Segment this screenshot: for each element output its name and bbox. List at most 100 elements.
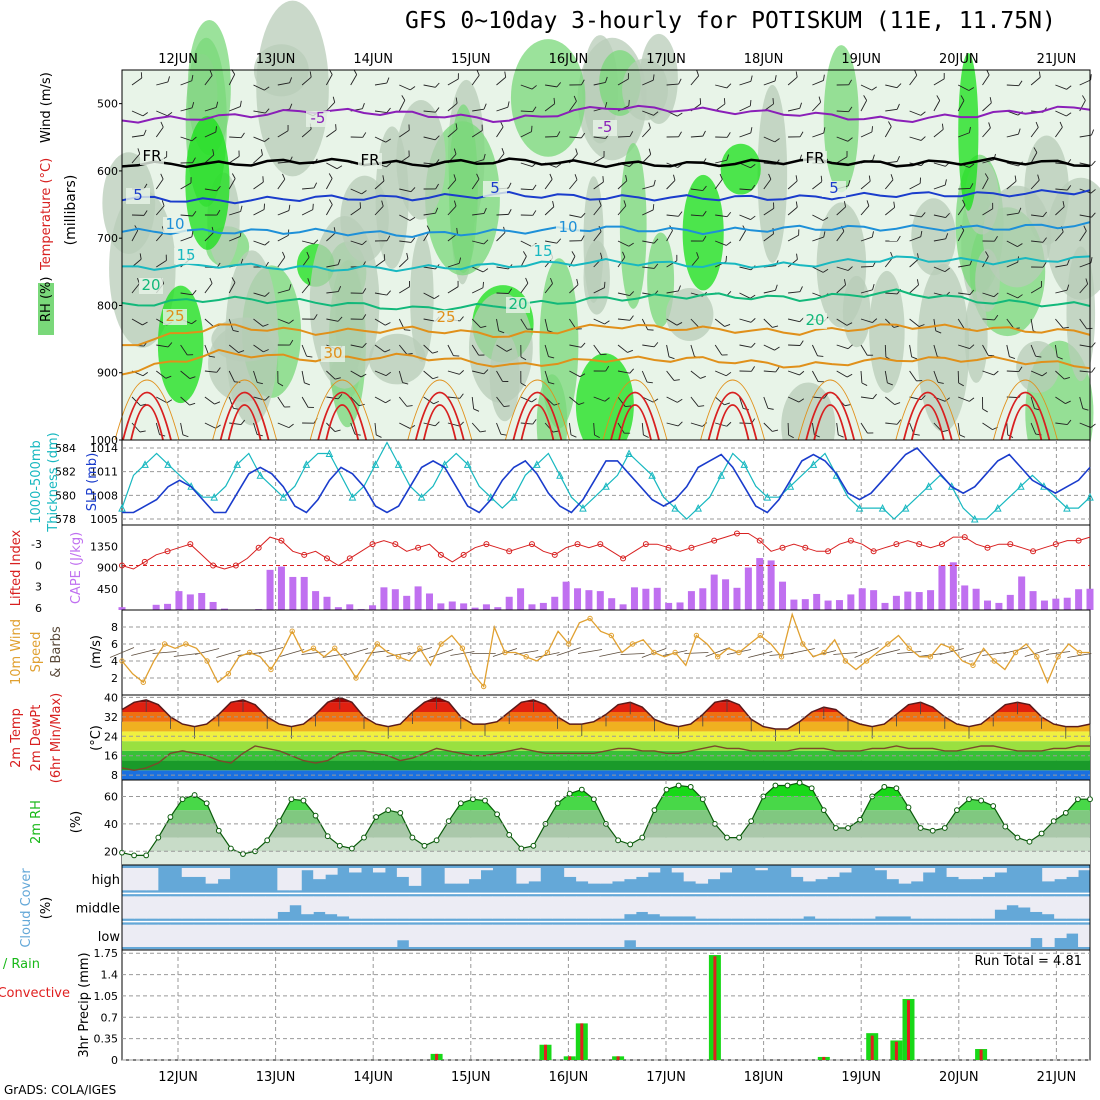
wind-barb — [957, 84, 975, 91]
wind-barb-flag — [402, 382, 409, 385]
wind-barb — [277, 318, 294, 324]
wind-barb-10m — [301, 651, 326, 655]
wind-barb — [739, 318, 756, 323]
wind-barb-shaft — [253, 136, 265, 142]
wind-barb-shaft — [544, 370, 550, 383]
li-point — [255, 544, 262, 551]
wind-barb-shaft — [787, 370, 800, 376]
wind-barb-shaft — [155, 205, 165, 216]
rh-shade — [510, 39, 586, 157]
wind-barb-flag — [772, 325, 779, 328]
wind-barb-shaft — [326, 232, 336, 242]
li-point — [597, 541, 604, 548]
cloud-clear-low — [1042, 924, 1055, 947]
wind-barb — [253, 84, 270, 91]
wind-barb — [520, 277, 529, 294]
x-date-label-top: 14JUN — [353, 52, 393, 67]
wind-barb-flag — [823, 231, 826, 238]
wind-barb — [617, 368, 634, 374]
wind-barb-shaft — [398, 370, 403, 383]
cloud-clear-high — [444, 868, 458, 884]
wind-barb — [909, 177, 921, 190]
thickness-point — [1017, 482, 1025, 490]
cloud-clear-low — [1066, 924, 1079, 934]
cloud-clear-middle — [791, 896, 804, 919]
cloud-clear-low — [659, 924, 673, 947]
wind-barb-flag — [556, 163, 562, 168]
wind-barb-flag — [386, 77, 390, 84]
wind-barb-shaft — [812, 80, 824, 86]
warm-contour — [114, 379, 180, 441]
thickness-point — [1063, 503, 1071, 512]
wind-barb — [933, 179, 947, 190]
x-date-label-top: 18JUN — [744, 52, 784, 67]
cloud-clear-low — [384, 924, 398, 947]
wind-barb — [471, 344, 485, 356]
wind-barb-flag — [750, 75, 753, 82]
cloud-clear-middle — [743, 896, 756, 919]
warm-contour — [512, 391, 563, 441]
wind-barb-shaft — [617, 318, 630, 321]
x-date-label-bottom: 18JUN — [744, 1070, 784, 1085]
wind-barb-flag — [262, 323, 269, 327]
rh-point — [179, 796, 186, 803]
cloud-clear-low — [779, 924, 792, 947]
wind-barb-shaft — [666, 344, 670, 357]
rh-shade — [583, 176, 604, 304]
wind-barb-flag — [288, 204, 291, 211]
wind-barb-flag — [988, 122, 991, 129]
wind-barb-flag — [257, 381, 263, 385]
y-tick-label: 900 — [97, 367, 118, 380]
wind-point — [1076, 649, 1083, 656]
wind-barb-shaft — [1006, 240, 1018, 247]
cloud-clear-high — [456, 868, 470, 884]
wind-barb — [787, 71, 798, 86]
wind-barb — [642, 110, 659, 116]
rh-point — [470, 796, 476, 803]
wind-barb — [666, 211, 683, 217]
cape-bar — [915, 592, 923, 610]
wind-barb-flag — [507, 101, 510, 108]
wind-barb-flag — [750, 342, 756, 348]
wind-barb — [1006, 240, 1023, 247]
wind-barb — [472, 369, 489, 375]
wind-barb-flag — [289, 339, 294, 346]
cloud-clear-low — [133, 924, 147, 947]
wind-barb-flag — [1082, 408, 1089, 411]
cape-bar — [642, 588, 650, 610]
wind-barb — [666, 131, 682, 138]
wind-barb-flag — [143, 210, 148, 216]
precip-conv-bar — [907, 1000, 910, 1060]
wind-barb-shaft — [374, 292, 387, 296]
rh-point — [1075, 796, 1081, 803]
thickness-point — [463, 460, 472, 468]
wind-barb — [933, 95, 941, 112]
wind-point — [842, 658, 849, 664]
wind-point — [672, 649, 678, 656]
wind-barb-shaft — [641, 370, 648, 383]
wind-barb-shaft — [836, 156, 848, 164]
wind-barb-flag — [1017, 243, 1023, 247]
warm-contour — [414, 391, 465, 441]
rh-point — [167, 814, 174, 820]
wind-barb-shaft — [496, 396, 505, 407]
wind-barb-flag — [822, 217, 829, 221]
precip-conv-bar — [979, 1049, 983, 1060]
cape-bar — [608, 598, 616, 610]
wind-barb-flag — [772, 429, 779, 432]
wind-barb — [909, 344, 918, 360]
cape-bar — [767, 560, 775, 610]
wind-barb — [423, 292, 440, 299]
wind-barb-flag — [866, 200, 870, 207]
wind-barb — [423, 135, 440, 141]
cloud-clear-low — [145, 924, 159, 947]
ylabel-wind-unit: (m/s) — [89, 635, 104, 669]
wind-barb-flag — [570, 434, 577, 438]
li-point — [278, 537, 285, 544]
wind-barb-flag — [627, 73, 629, 79]
ylabel-rh: RH (%) — [39, 277, 54, 322]
wind-barb-shaft — [641, 154, 651, 164]
wind-point — [778, 654, 785, 660]
wind-barb-flag — [893, 201, 896, 208]
cloud-clear-low — [1054, 924, 1067, 939]
